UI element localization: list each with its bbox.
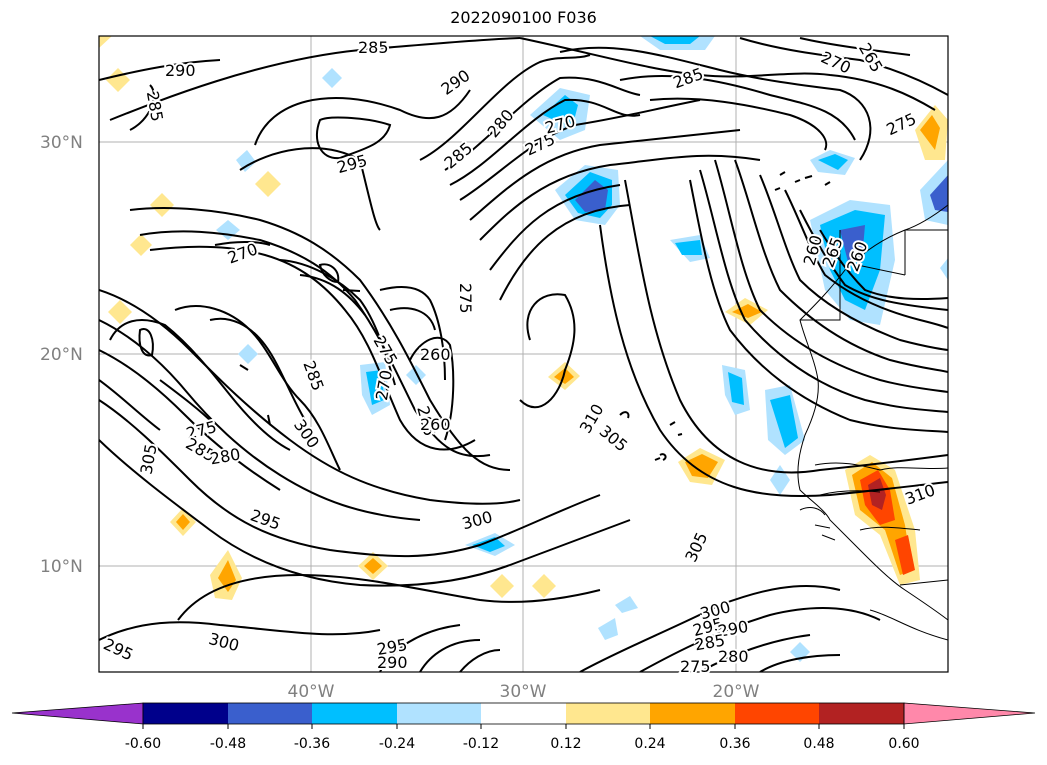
lat-label-30n: 30°N xyxy=(40,133,83,153)
colorbar-tick-label: -0.36 xyxy=(294,736,330,752)
colorbar-tick-label: 0.36 xyxy=(719,736,750,752)
colorbar-segment xyxy=(143,703,228,724)
lon-label-20w: 20°W xyxy=(713,682,760,702)
colorbar-outline xyxy=(142,702,905,725)
shading-negative xyxy=(216,36,948,662)
contour-label: 260 xyxy=(420,345,451,364)
colorbar-segment xyxy=(819,703,904,724)
contour-label: 275 xyxy=(456,283,475,314)
shading-positive xyxy=(99,36,948,600)
map-frame xyxy=(98,35,949,673)
map-area xyxy=(99,36,948,672)
contour-label: 290 xyxy=(716,617,749,641)
colorbar-tick-label: 0.24 xyxy=(634,736,665,752)
colorbar-tick-marks xyxy=(142,724,905,729)
latitude-labels: 30°N 20°N 10°N xyxy=(40,133,83,577)
colorbar-tick-label: 0.60 xyxy=(888,736,919,752)
colorbar-tick-label: -0.24 xyxy=(379,736,415,752)
contour-label: 290 xyxy=(377,653,408,672)
colorbar-segment xyxy=(566,703,650,724)
lon-label-40w: 40°W xyxy=(288,682,335,702)
contour-lines xyxy=(99,37,948,672)
colorbar-segment xyxy=(397,703,481,724)
lon-label-30w: 30°W xyxy=(500,682,547,702)
lat-label-10n: 10°N xyxy=(40,557,83,577)
colorbar-tick-label: -0.12 xyxy=(463,736,499,752)
colorbar-extend-high xyxy=(903,702,1036,725)
colorbar-segment xyxy=(735,703,819,724)
colorbar-tick-label: 0.12 xyxy=(550,736,581,752)
colorbar-tick-label: -0.48 xyxy=(210,736,246,752)
colorbar-segment xyxy=(650,703,735,724)
colorbar-segment xyxy=(228,703,312,724)
coastlines xyxy=(797,204,948,641)
longitude-labels: 40°W 30°W 20°W xyxy=(288,682,760,702)
plot-title: 2022090100 F036 xyxy=(450,8,597,27)
contour-label: 280 xyxy=(718,647,749,666)
contour-label: 275 xyxy=(680,657,711,676)
lat-label-20n: 20°N xyxy=(40,345,83,365)
colorbar: -0.60 -0.48 -0.36 -0.24 -0.12 0.12 0.24 … xyxy=(11,702,1036,752)
colorbar-tick-label: 0.48 xyxy=(803,736,834,752)
contour-label: 285 xyxy=(358,38,389,57)
colorbar-segment xyxy=(481,703,566,724)
colorbar-tick-label: -0.60 xyxy=(125,736,161,752)
colorbar-segment xyxy=(312,703,397,724)
colorbar-extend-low xyxy=(11,702,144,725)
contour-label: 290 xyxy=(165,61,196,80)
contour-label: 260 xyxy=(420,415,451,434)
